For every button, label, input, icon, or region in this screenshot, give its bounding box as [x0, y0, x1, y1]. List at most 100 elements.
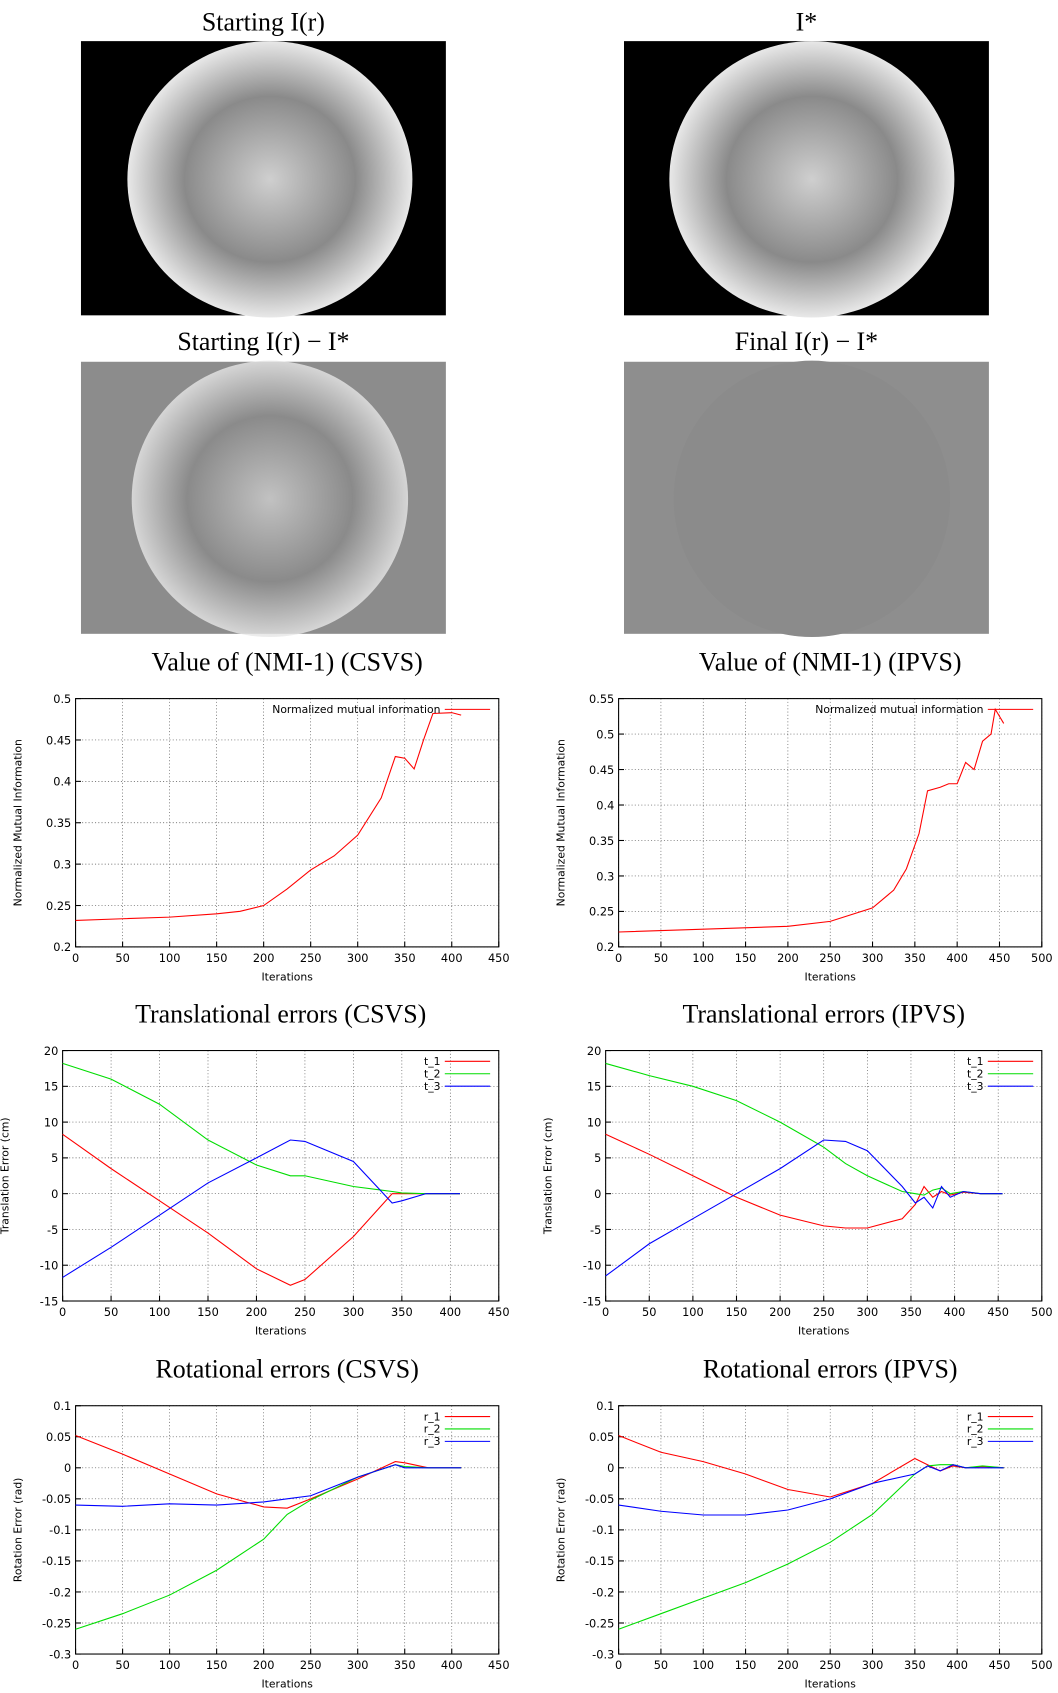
y-tick-label: -0.05 [585, 1492, 614, 1506]
x-tick-label: 300 [347, 951, 369, 965]
x-tick-label: 500 [1031, 1305, 1053, 1319]
y-tick-label: -10 [40, 1259, 59, 1273]
x-tick-label: 150 [726, 1305, 748, 1319]
series-line [618, 1464, 1004, 1630]
x-tick-label: 50 [654, 1658, 668, 1672]
y-tick-label: 0.4 [53, 775, 71, 789]
y-tick-label: -15 [583, 1294, 602, 1308]
x-tick-label: 150 [735, 1658, 757, 1672]
x-tick-label: 250 [300, 1658, 322, 1672]
y-tick-label: -0.25 [42, 1616, 71, 1630]
y-axis-label: Translation Error (cm) [542, 1117, 555, 1235]
plot-frame [605, 1050, 1043, 1302]
y-axis-label: Rotation Error (rad) [12, 1478, 25, 1583]
x-tick-label: 450 [989, 951, 1011, 965]
x-tick-label: 0 [72, 951, 79, 965]
x-tick-label: 400 [441, 951, 463, 965]
legend-label: t_2 [967, 1068, 983, 1081]
x-axis-label: Iterations [261, 970, 313, 983]
y-tick-label: 20 [587, 1044, 601, 1058]
image-title: Final I(r) − I* [735, 327, 878, 356]
y-tick-label: 0.5 [53, 692, 71, 706]
x-tick-label: 400 [944, 1305, 966, 1319]
x-tick-label: 150 [197, 1305, 219, 1319]
x-tick-label: 350 [904, 951, 926, 965]
y-tick-label: -0.05 [42, 1492, 71, 1506]
plot-frame [618, 698, 1043, 948]
legend-label: r_3 [424, 1435, 441, 1448]
y-tick-label: -0.15 [42, 1554, 71, 1568]
legend-label: r_2 [967, 1423, 984, 1436]
y-axis-label: Normalized Mutual Information [12, 739, 25, 906]
x-tick-label: 0 [72, 1658, 79, 1672]
x-tick-label: 350 [904, 1658, 926, 1672]
x-tick-label: 450 [488, 1658, 510, 1672]
y-tick-label: 0.3 [596, 869, 614, 883]
chart-title: Translational errors (CSVS) [135, 999, 426, 1028]
series-line [62, 1062, 461, 1195]
x-axis-label: Iterations [798, 1324, 850, 1337]
y-tick-label: 0.35 [589, 834, 614, 848]
y-tick-label: -5 [47, 1223, 58, 1237]
x-tick-label: 250 [819, 1658, 841, 1672]
chart-title: Translational errors (IPVS) [682, 999, 965, 1028]
x-axis-label: Iterations [805, 1678, 857, 1691]
y-tick-label: -0.15 [585, 1554, 614, 1568]
y-tick-label: 10 [44, 1115, 58, 1129]
y-tick-label: -15 [40, 1294, 59, 1308]
series-line [75, 1435, 462, 1509]
x-tick-label: 0 [602, 1305, 609, 1319]
x-tick-label: 150 [206, 951, 228, 965]
y-tick-label: 0.5 [596, 727, 614, 741]
y-tick-label: -5 [590, 1223, 601, 1237]
x-tick-label: 100 [159, 1658, 181, 1672]
y-axis-label: Translation Error (cm) [0, 1117, 12, 1235]
x-tick-label: 450 [987, 1305, 1009, 1319]
x-tick-label: 50 [115, 951, 129, 965]
plot-frame [618, 1405, 1043, 1655]
plot-frame [75, 1405, 500, 1655]
chart-title: Value of (NMI-1) (IPVS) [699, 648, 962, 677]
x-tick-label: 500 [1031, 951, 1053, 965]
series-line [605, 1139, 1003, 1277]
x-tick-label: 350 [394, 951, 416, 965]
x-tick-label: 0 [59, 1305, 66, 1319]
chart-title: Rotational errors (CSVS) [155, 1355, 418, 1384]
x-tick-label: 350 [391, 1305, 413, 1319]
legend-label: Normalized mutual information [272, 703, 440, 716]
x-tick-label: 300 [862, 1658, 884, 1672]
x-tick-label: 200 [253, 1658, 275, 1672]
image [624, 360, 989, 638]
x-tick-label: 50 [115, 1658, 129, 1672]
y-tick-label: -0.2 [49, 1585, 71, 1599]
y-tick-label: 0 [64, 1461, 71, 1475]
x-tick-label: 400 [946, 1658, 968, 1672]
x-tick-label: 150 [206, 1658, 228, 1672]
series-line [605, 1062, 1003, 1196]
image-title: Starting I(r) [202, 7, 325, 36]
x-tick-label: 100 [149, 1305, 171, 1319]
x-tick-label: 50 [642, 1305, 656, 1319]
legend-label: r_1 [424, 1410, 441, 1423]
legend-label: r_3 [967, 1435, 984, 1448]
x-tick-label: 250 [819, 951, 841, 965]
x-tick-label: 200 [769, 1305, 791, 1319]
series-line [618, 707, 1005, 933]
y-tick-label: -0.25 [585, 1616, 614, 1630]
x-tick-label: 150 [735, 951, 757, 965]
y-tick-label: 0 [594, 1187, 601, 1201]
y-tick-label: -0.1 [49, 1523, 71, 1537]
x-tick-label: 50 [654, 951, 668, 965]
x-tick-label: 400 [439, 1305, 461, 1319]
y-tick-label: -10 [583, 1259, 602, 1273]
x-tick-label: 100 [159, 951, 181, 965]
y-tick-label: 0.1 [53, 1399, 71, 1413]
legend-label: t_1 [967, 1055, 983, 1068]
x-axis-label: Iterations [261, 1678, 313, 1691]
y-tick-label: -0.1 [592, 1523, 614, 1537]
legend-label: r_2 [424, 1423, 441, 1436]
legend-label: t_3 [967, 1080, 983, 1093]
series-line [75, 1464, 462, 1507]
